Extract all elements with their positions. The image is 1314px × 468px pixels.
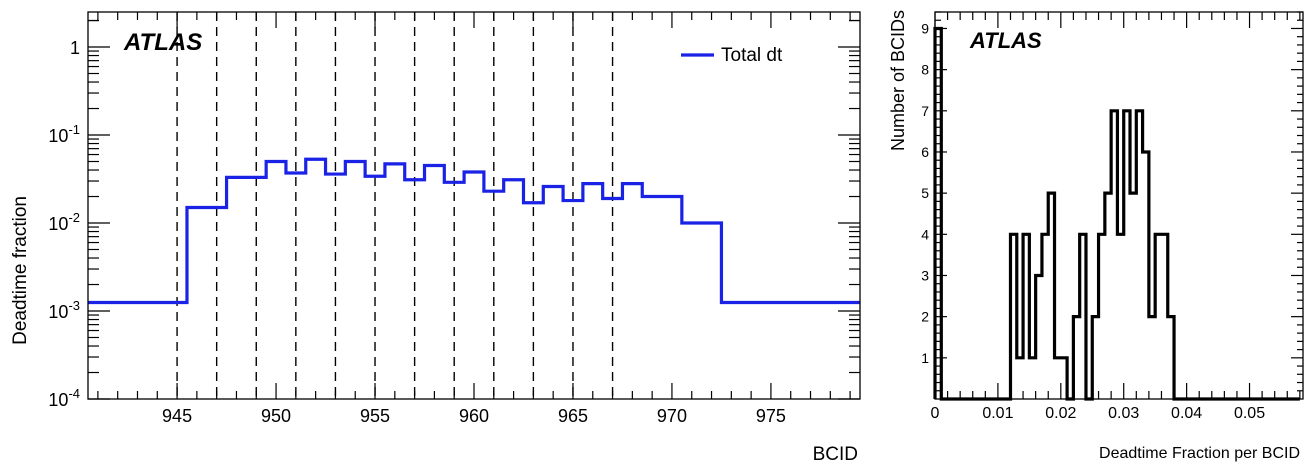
- y-tick-label: 8: [921, 62, 929, 78]
- x-tick-label: 0.01: [982, 405, 1013, 422]
- series-line-total-dt: [88, 157, 860, 305]
- y-tick-label: 10-3: [48, 298, 80, 322]
- x-tick-label: 975: [756, 406, 786, 426]
- x-axis-label: Deadtime Fraction per BCID: [1099, 445, 1300, 462]
- axis-ticks: [934, 11, 1303, 399]
- legend-label: Total dt: [721, 45, 783, 66]
- histogram-line: [933, 26, 1300, 401]
- y-axis-label: Number of BCIDs: [888, 10, 908, 151]
- x-tick-label: 955: [360, 406, 390, 426]
- x-tick-label: 950: [261, 406, 291, 426]
- x-tick-label: 960: [459, 406, 489, 426]
- y-tick-label: 1: [70, 38, 80, 58]
- left-panel: 945 950 955 960 965 970 975 1 10-1 10-2 10-3 10-4 A…: [10, 11, 861, 465]
- y-tick-label: 10-1: [48, 122, 80, 146]
- y-tick-label: 10-4: [48, 386, 80, 410]
- atlas-label: ATLAS: [969, 28, 1042, 53]
- x-tick-label: 0.03: [1108, 405, 1139, 422]
- x-tick-label: 965: [558, 406, 588, 426]
- x-tick-label: 970: [657, 406, 687, 426]
- y-tick-label: 9: [921, 20, 929, 36]
- y-tick-label: 6: [921, 144, 929, 160]
- y-tick-label: 2: [921, 309, 929, 325]
- x-tick-label: 0: [931, 405, 940, 422]
- y-tick-label: 10-2: [48, 210, 80, 234]
- tick-labels: 945 950 955 960 965 970 975 1 10-1 10-2 10-3 10-4: [48, 38, 786, 426]
- atlas-label: ATLAS: [123, 29, 202, 56]
- axis-ticks: [88, 12, 860, 400]
- y-tick-label: 4: [921, 226, 929, 242]
- x-tick-label: 0.04: [1171, 405, 1202, 422]
- x-tick-label: 0.05: [1234, 405, 1265, 422]
- y-tick-label: 1: [921, 350, 929, 366]
- y-tick-label: 5: [921, 185, 929, 201]
- plot-frame: [87, 11, 861, 400]
- y-tick-label: 7: [921, 103, 929, 119]
- tick-labels: 0 0.01 0.02 0.03 0.04 0.05 1 2 3 4 5 6 7 8 9: [921, 20, 1265, 422]
- plot-frame: [934, 11, 1304, 400]
- y-tick-label: 3: [921, 267, 929, 283]
- right-panel: 0 0.01 0.02 0.03 0.04 0.05 1 2 3 4 5 6 7 8 9 ATLAS Dea…: [888, 10, 1304, 462]
- dashed-lines: [176, 12, 614, 399]
- x-tick-label: 0.02: [1045, 405, 1076, 422]
- y-axis-label: Deadtime fraction: [10, 196, 31, 345]
- x-tick-label: 945: [162, 406, 192, 426]
- x-axis-label: BCID: [813, 444, 858, 463]
